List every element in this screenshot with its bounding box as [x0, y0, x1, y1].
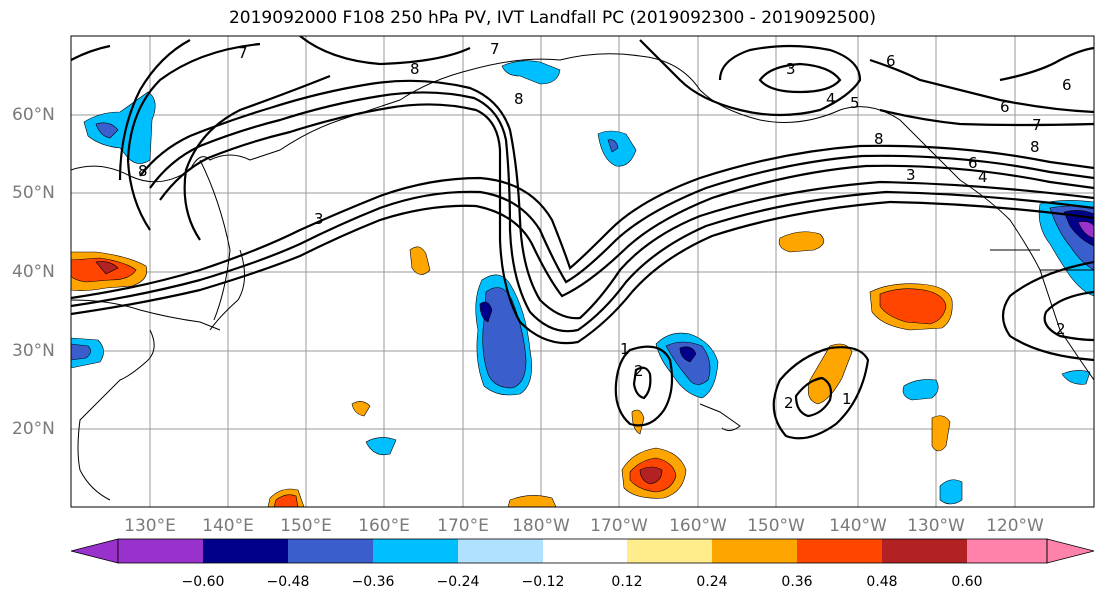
- colorbar-tick-label: −0.12: [521, 574, 565, 590]
- lon-label: 130°E: [124, 516, 176, 536]
- page-title: 2019092000 F108 250 hPa PV, IVT Landfall…: [228, 8, 876, 28]
- contour-label: 1: [842, 390, 852, 408]
- contour-label: 8: [514, 90, 524, 108]
- contour-label: 4: [978, 168, 988, 186]
- lon-label: 130°W: [907, 516, 965, 536]
- colorbar-segment: [288, 539, 373, 563]
- contour-label: 8: [410, 60, 420, 78]
- lat-label: 40°N: [12, 262, 55, 282]
- contour-label: 3: [906, 166, 916, 184]
- contour-label: 5: [850, 94, 860, 112]
- colorbar-tick-label: 0.60: [951, 574, 983, 590]
- colorbar-extend-right: [1046, 538, 1095, 564]
- lon-label: 170°E: [437, 516, 489, 536]
- colorbar-segment: [882, 539, 967, 563]
- colorbar-segment: [797, 539, 882, 563]
- contour-label: 6: [886, 52, 896, 70]
- colorbar-tick-label: −0.60: [181, 574, 225, 590]
- contour-label: 8: [138, 162, 148, 180]
- colorbar-tick-label: 0.12: [611, 574, 643, 590]
- lat-label: 20°N: [12, 419, 55, 439]
- colorbar-segment: [967, 539, 1047, 563]
- contour-label: 7: [490, 40, 500, 58]
- contour-label: 8: [1030, 138, 1040, 156]
- colorbar-segment: [203, 539, 288, 563]
- pv-contours: [71, 36, 1094, 440]
- coastlines: [71, 53, 1094, 501]
- lon-label: 170°W: [590, 516, 648, 536]
- colorbar-segment: [712, 539, 797, 563]
- contour-label: 2: [1056, 320, 1066, 338]
- lon-label: 140°E: [202, 516, 254, 536]
- colorbar-tick-label: 0.36: [781, 574, 813, 590]
- colorbar-tick-label: −0.48: [266, 574, 310, 590]
- contour-label: 2: [634, 362, 644, 380]
- contour-label: 6: [1062, 76, 1072, 94]
- lat-label: 30°N: [12, 341, 55, 361]
- colorbar-tick-label: 0.48: [866, 574, 898, 590]
- colorbar-tick-label: 0.24: [696, 574, 728, 590]
- contour-label: 8: [874, 130, 884, 148]
- map-frame: [70, 35, 1095, 508]
- contour-label: 3: [314, 210, 324, 228]
- contour-label: 2: [784, 394, 794, 412]
- lon-label: 150°E: [280, 516, 332, 536]
- colorbar-segment: [627, 539, 712, 563]
- lon-label: 180°W: [512, 516, 570, 536]
- contour-label: 4: [826, 90, 836, 108]
- colorbar-tick-label: −0.24: [436, 574, 480, 590]
- lon-label: 160°W: [669, 516, 727, 536]
- lon-label: 120°W: [986, 516, 1044, 536]
- contour-label: 3: [786, 60, 796, 78]
- lat-label: 50°N: [12, 183, 55, 203]
- lon-label: 150°W: [747, 516, 805, 536]
- contour-label: 7: [238, 44, 248, 62]
- lat-label: 60°N: [12, 105, 55, 125]
- colorbar-segment: [543, 539, 627, 563]
- contour-label: 6: [968, 154, 978, 172]
- pv-anomaly-fill: [71, 60, 1094, 507]
- contour-label: 7: [1032, 116, 1042, 134]
- colorbar-segment: [118, 539, 203, 563]
- colorbar-segment: [458, 539, 543, 563]
- contour-label: 1: [620, 340, 630, 358]
- lon-label: 140°W: [829, 516, 887, 536]
- colorbar: [70, 538, 1095, 564]
- contour-label: 6: [1000, 98, 1010, 116]
- colorbar-tick-label: −0.36: [351, 574, 395, 590]
- colorbar-segment: [373, 539, 458, 563]
- colorbar-extend-left: [70, 538, 119, 564]
- lon-label: 160°E: [358, 516, 410, 536]
